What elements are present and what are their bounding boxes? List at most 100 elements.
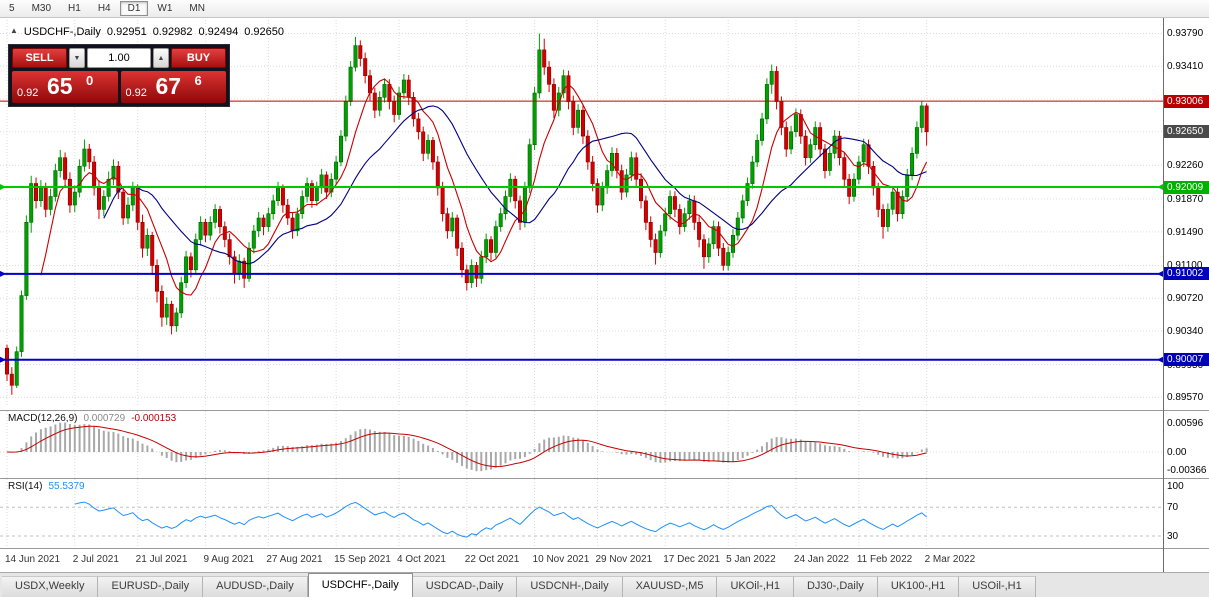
candle-body <box>861 144 866 163</box>
date-axis-label: 2 Mar 2022 <box>924 554 976 565</box>
line-right-marker <box>1157 184 1163 191</box>
candle-body <box>353 45 358 68</box>
candle-body <box>769 71 774 85</box>
candle-body <box>663 213 668 232</box>
candle-body <box>242 260 247 279</box>
candle-body <box>474 265 479 279</box>
price-axis-badge: 0.90007 <box>1164 353 1209 367</box>
candle-body <box>77 166 82 193</box>
chart-tab-usdcnh-daily[interactable]: USDCNH-,Daily <box>517 576 623 597</box>
candle-body <box>280 187 285 206</box>
rsi-panel-canvas[interactable] <box>0 479 1163 549</box>
price-axis-badge: 0.92650 <box>1164 125 1209 139</box>
price-chart-canvas[interactable] <box>0 18 1163 411</box>
collapse-arrow-icon[interactable]: ▲ <box>10 26 18 35</box>
candle-body <box>750 161 755 184</box>
candle-body <box>334 161 339 180</box>
buy-price-display[interactable]: 0.92 67 6 <box>120 71 226 103</box>
one-click-trading-panel: SELL ▼ ▲ BUY 0.92 65 0 0.92 67 6 <box>8 44 230 107</box>
ohlc-open-value: 0.92951 <box>106 26 147 38</box>
sell-button[interactable]: SELL <box>12 48 67 68</box>
candle-body <box>198 222 203 240</box>
chart-tab-dj30-daily[interactable]: DJ30-,Daily <box>793 576 878 597</box>
macd-axis-label: -0.00366 <box>1167 465 1207 476</box>
timeframe-button-mn[interactable]: MN <box>181 1 213 16</box>
candle-body <box>648 222 653 240</box>
buy-button[interactable]: BUY <box>171 48 226 68</box>
macd-panel-canvas[interactable] <box>0 411 1163 479</box>
candle-body <box>721 247 726 266</box>
date-axis-label: 9 Aug 2021 <box>203 554 255 565</box>
timeframe-button-w1[interactable]: W1 <box>149 1 180 16</box>
chart-tab-eurusd-daily[interactable]: EURUSD-,Daily <box>98 576 204 597</box>
chart-tab-usoil-h1[interactable]: USOil-,H1 <box>959 576 1036 597</box>
chevron-down-icon: ▼ <box>73 54 81 62</box>
macd-axis-label: 0.00 <box>1167 447 1187 458</box>
macd-signal-value: -0.000153 <box>131 413 177 424</box>
price-tick-label: 0.90340 <box>1167 325 1204 337</box>
date-axis-label: 21 Jul 2021 <box>135 554 188 565</box>
candle-body <box>406 79 411 98</box>
candle-body <box>653 239 658 253</box>
sell-price-display[interactable]: 0.92 65 0 <box>12 71 118 103</box>
line-right-marker <box>1157 356 1163 363</box>
candle-body <box>740 200 745 219</box>
timeframe-button-m30[interactable]: M30 <box>24 1 59 16</box>
chart-tab-usdchf-daily[interactable]: USDCHF-,Daily <box>307 573 413 597</box>
panel-separator[interactable] <box>0 478 1209 479</box>
candle-body <box>237 260 242 275</box>
candle-body <box>445 213 450 232</box>
chart-tab-usdcad-daily[interactable]: USDCAD-,Daily <box>412 576 518 597</box>
price-tick-label: 0.90720 <box>1167 293 1204 305</box>
candle-body <box>256 217 261 232</box>
chart-tab-ukoil-h1[interactable]: UKOil-,H1 <box>717 576 794 597</box>
candle-body <box>455 217 460 249</box>
candle-body <box>609 153 614 171</box>
chart-symbol-title: USDCHF-,Daily <box>23 26 101 38</box>
price-tick-label: 0.91490 <box>1167 226 1204 238</box>
buy-price-main-digits: 67 <box>155 73 182 99</box>
candle-body <box>319 174 324 189</box>
date-axis-label: 22 Oct 2021 <box>464 554 520 565</box>
panel-separator[interactable] <box>0 548 1209 549</box>
chart-tab-xauusd-m5[interactable]: XAUUSD-,M5 <box>622 576 718 597</box>
candle-body <box>789 131 794 150</box>
chart-tab-uk100-h1[interactable]: UK100-,H1 <box>877 576 960 597</box>
timeframe-button-d1[interactable]: D1 <box>119 1 149 16</box>
rsi-value: 55.5379 <box>48 481 85 492</box>
candle-body <box>634 157 639 180</box>
price-axis[interactable]: 0.937900.934100.930300.926500.922600.918… <box>1164 18 1209 572</box>
candle-body <box>43 187 48 210</box>
candle-body <box>290 217 295 232</box>
timeframe-button-h1[interactable]: H1 <box>60 1 89 16</box>
candle-body <box>479 256 484 279</box>
volume-dropdown-button[interactable]: ▼ <box>69 48 85 68</box>
volume-input[interactable] <box>87 48 151 68</box>
candle-body <box>358 45 363 59</box>
candle-body <box>5 347 10 375</box>
chart-tab-audusd-daily[interactable]: AUDUSD-,Daily <box>203 576 308 597</box>
panel-separator[interactable] <box>0 410 1209 411</box>
candle-body <box>343 101 348 137</box>
date-axis-label: 15 Sep 2021 <box>334 554 391 565</box>
candle-body <box>774 71 779 102</box>
rsi-header: RSI(14) 55.5379 <box>8 481 85 492</box>
candle-body <box>619 170 624 193</box>
candle-body <box>382 84 387 98</box>
date-axis[interactable]: 14 Jun 2021 2 Jul 2021 21 Jul 2021 9 Aug 20… <box>0 549 1163 572</box>
timeframe-button-h4[interactable]: H4 <box>90 1 119 16</box>
volume-step-up-button[interactable]: ▲ <box>153 48 169 68</box>
trade-controls-row: SELL ▼ ▲ BUY <box>12 48 226 68</box>
moving-average-line <box>103 105 927 265</box>
chart-tab-usdx-weekly[interactable]: USDX,Weekly <box>2 576 99 597</box>
ohlc-low-value: 0.92494 <box>198 26 239 38</box>
line-left-marker <box>0 184 6 191</box>
candle-body <box>159 290 164 318</box>
candle-body <box>435 161 440 189</box>
candle-body <box>866 144 871 167</box>
candle-body <box>193 239 198 271</box>
candle-body <box>706 243 711 258</box>
price-axis-badge: 0.91002 <box>1164 267 1209 281</box>
timeframe-button-5[interactable]: 5 <box>1 1 23 16</box>
date-axis-label: 27 Aug 2021 <box>266 554 323 565</box>
